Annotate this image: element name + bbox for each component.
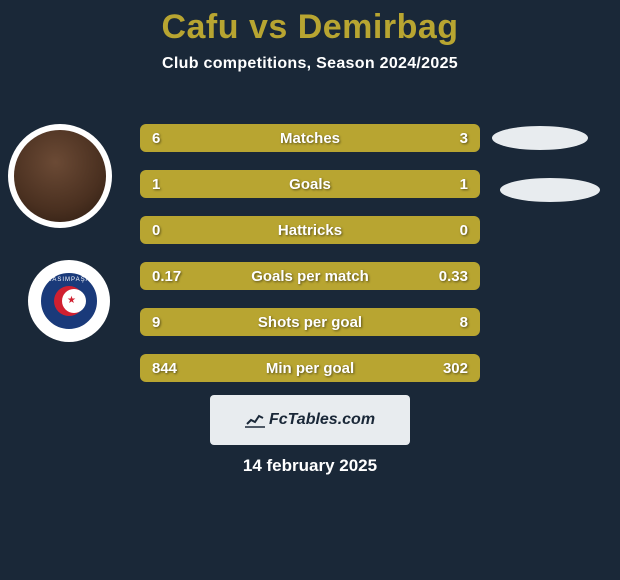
- club-crest: KASIMPAŞA ★: [28, 260, 110, 342]
- stat-row: 6Matches3: [140, 124, 480, 152]
- subtitle: Club competitions, Season 2024/2025: [0, 55, 620, 73]
- fctables-logo: FcTables.com: [245, 411, 375, 429]
- stat-label: Min per goal: [140, 360, 480, 377]
- stat-value-right: 0: [460, 222, 468, 239]
- crest-text-top: KASIMPAŞA: [47, 277, 90, 283]
- stat-value-right: 8: [460, 314, 468, 331]
- stat-label: Goals per match: [140, 268, 480, 285]
- fctables-band: FcTables.com: [210, 395, 410, 445]
- stat-row: 844Min per goal302: [140, 354, 480, 382]
- stat-value-right: 1: [460, 176, 468, 193]
- player-avatar: [8, 124, 112, 228]
- right-ellipse-2: [500, 178, 600, 202]
- stat-value-left: 9: [152, 314, 160, 331]
- stat-value-right: 3: [460, 130, 468, 147]
- stat-label: Hattricks: [140, 222, 480, 239]
- stat-value-left: 0.17: [152, 268, 181, 285]
- stat-row: 0.17Goals per match0.33: [140, 262, 480, 290]
- crest-graphic: KASIMPAŞA ★: [37, 269, 101, 333]
- stat-value-left: 844: [152, 360, 177, 377]
- right-ellipse-1: [492, 126, 588, 150]
- stat-label: Matches: [140, 130, 480, 147]
- stat-row: 9Shots per goal8: [140, 308, 480, 336]
- stat-row: 1Goals1: [140, 170, 480, 198]
- stat-value-right: 302: [443, 360, 468, 377]
- chart-icon: [245, 412, 265, 428]
- stats-container: 6Matches3 1Goals1 0Hattricks0 0.17Goals per…: [140, 124, 480, 400]
- stat-row: 0Hattricks0: [140, 216, 480, 244]
- stat-label: Goals: [140, 176, 480, 193]
- stat-value-left: 1: [152, 176, 160, 193]
- player-head-graphic: [14, 130, 106, 222]
- fctables-text: FcTables.com: [269, 411, 375, 429]
- stat-value-left: 6: [152, 130, 160, 147]
- date-text: 14 february 2025: [0, 456, 620, 476]
- stat-value-left: 0: [152, 222, 160, 239]
- star-icon: ★: [67, 295, 76, 306]
- stat-label: Shots per goal: [140, 314, 480, 331]
- page-title: Cafu vs Demirbag: [0, 0, 620, 47]
- stat-value-right: 0.33: [439, 268, 468, 285]
